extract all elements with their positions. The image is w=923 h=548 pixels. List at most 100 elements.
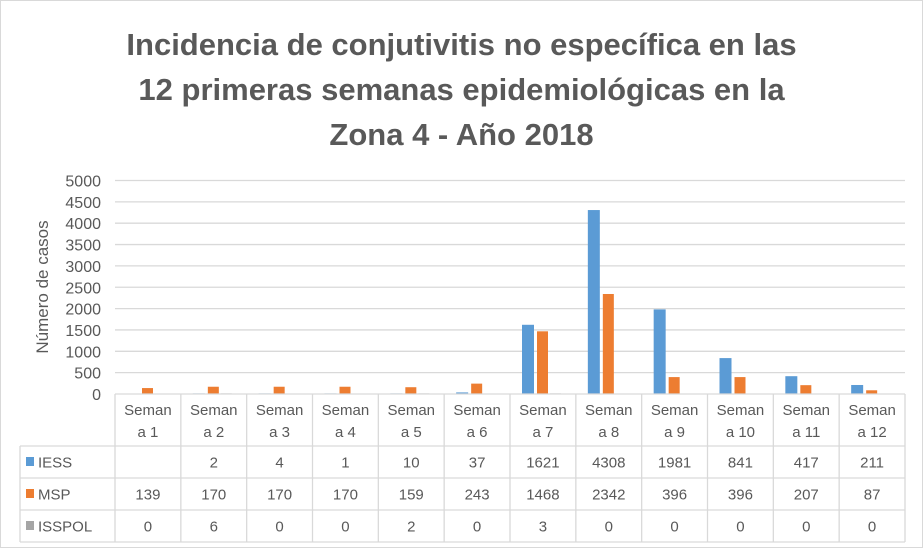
category-label-line2: a 11 bbox=[792, 424, 820, 441]
y-tick-label: 500 bbox=[74, 366, 101, 383]
table-cell-value: 0 bbox=[341, 519, 349, 536]
category-label-line2: a 5 bbox=[401, 424, 422, 441]
table-cell-value: 37 bbox=[469, 455, 486, 472]
category-label-line2: a 12 bbox=[857, 424, 886, 441]
legend-key-isspol bbox=[26, 521, 34, 530]
legend-label: IESS bbox=[38, 455, 72, 472]
category-label-line1: Seman bbox=[519, 402, 567, 419]
legend-key-iess bbox=[26, 457, 34, 466]
bar-msp bbox=[207, 386, 219, 394]
table-cell-value: 0 bbox=[275, 519, 283, 536]
category-label-line1: Seman bbox=[322, 402, 370, 419]
category-label-line1: Seman bbox=[190, 402, 238, 419]
table-cell-value: 207 bbox=[794, 487, 819, 504]
legend-label: ISSPOL bbox=[38, 519, 92, 536]
y-tick-label: 3500 bbox=[65, 238, 101, 255]
table-cell-value: 1981 bbox=[658, 455, 691, 472]
table-cell-value: 1621 bbox=[526, 455, 559, 472]
bar-iess bbox=[719, 358, 732, 394]
table-cell-value: 417 bbox=[794, 455, 819, 472]
bar-iess bbox=[456, 392, 469, 394]
bar-msp bbox=[866, 390, 878, 394]
bar-msp bbox=[273, 386, 285, 394]
category-label-line1: Seman bbox=[453, 402, 501, 419]
bar-msp bbox=[668, 377, 680, 394]
table-cell-value: 4 bbox=[275, 455, 283, 472]
category-label-line1: Seman bbox=[585, 402, 633, 419]
bar-iess bbox=[522, 324, 534, 394]
legend-label: MSP bbox=[38, 487, 71, 504]
category-label-line2: a 9 bbox=[664, 424, 685, 441]
table-cell-value: 3 bbox=[539, 519, 547, 536]
table-cell-value: 170 bbox=[201, 487, 226, 504]
category-label-line2: a 8 bbox=[598, 424, 619, 441]
y-tick-label: 4000 bbox=[65, 216, 101, 233]
table-cell-value: 396 bbox=[728, 487, 753, 504]
bar-msp bbox=[142, 388, 153, 394]
table-cell-value: 2 bbox=[210, 455, 218, 472]
bar-msp bbox=[471, 383, 483, 394]
table-cell-value: 396 bbox=[662, 487, 687, 504]
y-tick-label: 2000 bbox=[65, 302, 101, 319]
bar-msp bbox=[405, 387, 417, 394]
bar-iess bbox=[785, 376, 798, 394]
bar-msp bbox=[800, 385, 812, 394]
category-label-line1: Seman bbox=[848, 402, 896, 419]
category-label-line1: Seman bbox=[256, 402, 304, 419]
category-label-line2: a 7 bbox=[532, 424, 553, 441]
bar-iess bbox=[653, 309, 666, 394]
category-label-line2: a 3 bbox=[269, 424, 290, 441]
bar-iess bbox=[851, 384, 864, 394]
table-cell-value: 841 bbox=[728, 455, 753, 472]
category-label-line2: a 10 bbox=[726, 424, 755, 441]
table-cell-value: 0 bbox=[605, 519, 613, 536]
table-cell-value: 2342 bbox=[592, 487, 625, 504]
table-cell-value: 170 bbox=[267, 487, 292, 504]
table-cell-value: 0 bbox=[868, 519, 876, 536]
y-tick-label: 2500 bbox=[65, 280, 101, 297]
table-cell-value: 4308 bbox=[592, 455, 625, 472]
title-line-2: 12 primeras semanas epidemiológicas en l… bbox=[138, 72, 785, 107]
chart-title: Incidencia de conjutivitis no específica… bbox=[0, 22, 923, 157]
table-cell-value: 0 bbox=[144, 519, 152, 536]
table-cell-value: 6 bbox=[210, 519, 218, 536]
table-cell-value: 170 bbox=[333, 487, 358, 504]
title-line-3: Zona 4 - Año 2018 bbox=[329, 117, 594, 152]
table-cell-value: 10 bbox=[403, 455, 420, 472]
table-cell-value: 2 bbox=[407, 519, 415, 536]
table-cell-value: 1468 bbox=[526, 487, 559, 504]
y-tick-label: 3000 bbox=[65, 259, 101, 276]
table-cell-value: 0 bbox=[473, 519, 481, 536]
bar-iess bbox=[587, 210, 600, 394]
category-label-line2: a 2 bbox=[203, 424, 224, 441]
bar-msp bbox=[602, 293, 614, 394]
category-label-line2: a 1 bbox=[137, 424, 158, 441]
category-label-line2: a 4 bbox=[335, 424, 356, 441]
table-cell-value: 211 bbox=[860, 455, 884, 472]
category-label-line1: Seman bbox=[782, 402, 830, 419]
bar-msp bbox=[339, 386, 351, 394]
table-cell-value: 139 bbox=[135, 487, 160, 504]
category-label-line1: Seman bbox=[717, 402, 765, 419]
table-cell-value: 1 bbox=[341, 455, 349, 472]
table-cell-value: 0 bbox=[736, 519, 744, 536]
bar-msp bbox=[734, 377, 746, 394]
y-tick-label: 1500 bbox=[65, 323, 101, 340]
bar-msp bbox=[537, 331, 548, 394]
category-label-line1: Seman bbox=[387, 402, 435, 419]
table-cell-value: 0 bbox=[670, 519, 678, 536]
category-label-line1: Seman bbox=[124, 402, 172, 419]
table-cell-value: 0 bbox=[802, 519, 810, 536]
y-tick-label: 1000 bbox=[65, 344, 101, 361]
title-line-1: Incidencia de conjutivitis no específica… bbox=[126, 27, 797, 62]
y-axis-title: Número de casos bbox=[33, 220, 52, 353]
y-tick-label: 5000 bbox=[65, 174, 101, 191]
category-label-line2: a 6 bbox=[467, 424, 488, 441]
category-label-line1: Seman bbox=[651, 402, 699, 419]
table-cell-value: 87 bbox=[864, 487, 881, 504]
legend-key-msp bbox=[26, 489, 34, 498]
y-tick-label: 4500 bbox=[65, 195, 101, 212]
table-cell-value: 159 bbox=[399, 487, 424, 504]
